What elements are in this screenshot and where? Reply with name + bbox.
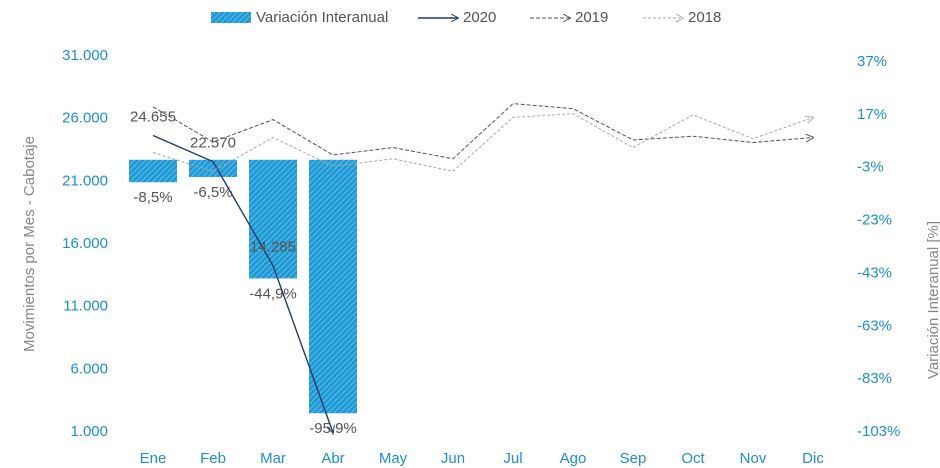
y2-axis-title: Variación Interanual [%]: [925, 221, 940, 379]
legend-label: Variación Interanual: [256, 9, 388, 26]
y-tick-label: 21.000: [62, 172, 108, 189]
x-tick-label: Ene: [140, 450, 167, 467]
data-label: -95,9%: [309, 420, 357, 437]
data-label: 22.570: [190, 135, 236, 152]
bar: [309, 159, 357, 414]
bar: [129, 159, 177, 183]
y2-tick-label: -3%: [857, 159, 884, 176]
x-tick-label: Sep: [620, 450, 647, 467]
legend-label: 2019: [575, 9, 608, 26]
data-label: -8,5%: [133, 189, 172, 206]
y2-tick-label: -23%: [857, 212, 892, 229]
x-tick-label: May: [379, 450, 408, 467]
legend-swatch: [211, 12, 251, 23]
line: [152, 103, 813, 160]
y-tick-label: 6.000: [70, 360, 108, 377]
x-tick-label: Ago: [560, 450, 587, 467]
y-tick-label: 31.000: [62, 47, 108, 64]
y-tick-label: 16.000: [62, 235, 108, 252]
y2-tick-label: -83%: [857, 370, 892, 387]
x-tick-label: Nov: [740, 450, 767, 467]
y2-tick-label: -63%: [857, 317, 892, 334]
data-label: 24.655: [130, 108, 176, 125]
x-tick-label: Jun: [441, 450, 465, 467]
legend-label: 2018: [688, 9, 721, 26]
y2-tick-label: -103%: [857, 423, 900, 440]
data-label: 14.285: [250, 238, 296, 255]
y-tick-label: 1.000: [70, 423, 108, 440]
line: [152, 134, 333, 433]
y2-tick-label: 37%: [857, 53, 887, 70]
data-label: -44,9%: [249, 285, 297, 302]
line: [152, 113, 813, 172]
y-tick-label: 11.000: [63, 298, 108, 315]
y2-tick-label: -43%: [857, 264, 892, 281]
x-tick-label: Feb: [200, 450, 226, 467]
x-tick-label: Abr: [321, 450, 344, 467]
legend-label: 2020: [463, 9, 496, 26]
x-tick-label: Jul: [503, 450, 522, 467]
x-tick-label: Oct: [681, 450, 705, 467]
x-tick-label: Mar: [260, 450, 286, 467]
bar: [249, 159, 297, 279]
y-axis-title: Movimientos por Mes - Cabotaje: [21, 136, 38, 352]
data-label: -6,5%: [193, 184, 232, 201]
x-tick-label: Dic: [802, 450, 824, 467]
y2-tick-label: 17%: [857, 106, 887, 123]
y-tick-label: 26.000: [62, 110, 108, 127]
